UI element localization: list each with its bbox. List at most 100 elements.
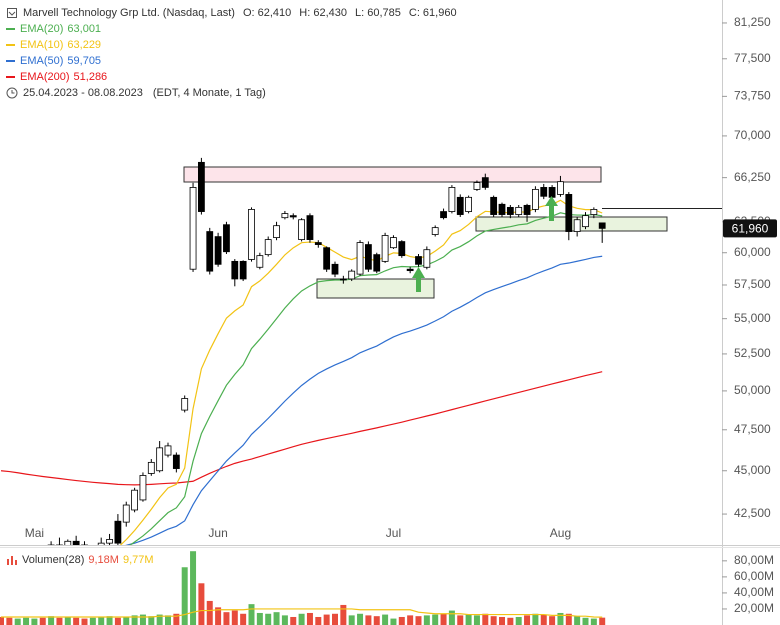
candle-body bbox=[381, 235, 389, 262]
x-tick-label: Aug bbox=[550, 526, 571, 540]
volume-bar bbox=[432, 614, 439, 625]
candle-body bbox=[114, 520, 122, 544]
legend-row: EMA(50) 59,705 bbox=[6, 53, 465, 69]
volume-bar bbox=[148, 616, 155, 625]
candle-body bbox=[6, 570, 12, 580]
quote-value: L: 60,785 bbox=[355, 7, 401, 19]
price-legend: Marvell Technology Grp Ltd. (Nasdaq, Las… bbox=[6, 5, 465, 101]
volume-bar bbox=[223, 612, 230, 625]
candle-body bbox=[406, 268, 414, 272]
volume-bar bbox=[290, 616, 297, 625]
candle-body bbox=[331, 263, 339, 275]
candle-body bbox=[573, 219, 581, 232]
icon bbox=[7, 556, 17, 565]
volume-bar bbox=[457, 615, 464, 625]
legend-swatch bbox=[6, 44, 15, 46]
volume-bar bbox=[565, 613, 572, 625]
volume-bar bbox=[440, 613, 447, 625]
y-tick-label: 73,750 bbox=[734, 89, 771, 103]
legend-label: EMA(200) bbox=[20, 71, 70, 83]
legend-row: 25.04.2023 - 08.08.2023 (EDT, 4 Monate, … bbox=[6, 85, 465, 101]
volume-bar bbox=[473, 615, 480, 625]
volume-bar bbox=[415, 616, 422, 625]
volume-average: 9,77M bbox=[122, 554, 154, 566]
candle-body bbox=[72, 540, 80, 545]
candle-body bbox=[306, 215, 314, 240]
clock-icon bbox=[6, 87, 18, 99]
y-tick-label: 20,00M bbox=[734, 601, 774, 615]
resistance-zone bbox=[183, 166, 602, 183]
volume-bar bbox=[73, 617, 80, 625]
legend-row: EMA(20) 63,001 bbox=[6, 21, 465, 37]
volume-bar bbox=[23, 617, 30, 625]
legend-label: EMA(20) bbox=[20, 23, 64, 35]
legend-value: 51,286 bbox=[73, 71, 108, 83]
legend-row: EMA(200) 51,286 bbox=[6, 69, 465, 85]
candle-body bbox=[423, 249, 431, 268]
volume-bar bbox=[582, 617, 589, 625]
legend-row: Marvell Technology Grp Ltd. (Nasdaq, Las… bbox=[6, 5, 465, 21]
legend-value: 59,705 bbox=[67, 55, 102, 67]
candle-body bbox=[498, 203, 506, 215]
volume-bar bbox=[382, 614, 389, 625]
last-price-label: 61,960 bbox=[732, 222, 769, 236]
volume-bar bbox=[6, 617, 13, 625]
volume-bar bbox=[540, 614, 547, 625]
candle-body bbox=[256, 255, 264, 268]
candle-body bbox=[64, 540, 72, 545]
candle-body bbox=[248, 209, 255, 260]
volume-bar bbox=[273, 612, 280, 625]
candle-body bbox=[590, 209, 598, 215]
legend: EMA(20) 63,001 EMA(10) 63,229 EMA(50) 59,705 E… bbox=[6, 21, 465, 85]
volume-bar bbox=[231, 610, 238, 625]
legend-row: Volumen(28) 9,18M 9,77M bbox=[6, 552, 158, 568]
volume-bar bbox=[348, 615, 355, 625]
candle-body bbox=[106, 539, 113, 544]
volume-bar bbox=[31, 618, 38, 625]
y-tick-label: 77,500 bbox=[734, 51, 771, 65]
candle-body bbox=[206, 231, 214, 272]
volume-bar bbox=[240, 613, 247, 625]
candle-body bbox=[197, 161, 205, 212]
volume-bar bbox=[306, 612, 313, 625]
candle-body bbox=[15, 571, 21, 579]
volume-bar bbox=[248, 604, 255, 625]
candle-body bbox=[131, 489, 139, 511]
volume-bar bbox=[81, 618, 88, 625]
y-tick-label: 60,00M bbox=[734, 569, 774, 583]
candle-body bbox=[440, 211, 447, 219]
candle-body bbox=[281, 213, 289, 219]
candle-body bbox=[456, 196, 464, 215]
volume-bar bbox=[190, 551, 197, 625]
y-tick-label: 50,000 bbox=[734, 383, 771, 397]
ema-line bbox=[129, 212, 603, 545]
volume-bar bbox=[139, 614, 146, 625]
candle-body bbox=[557, 181, 564, 195]
last-price-box bbox=[723, 219, 777, 238]
legend-swatch bbox=[6, 60, 15, 62]
volume-bar bbox=[298, 613, 305, 625]
candle-body bbox=[164, 445, 172, 456]
volume-bar bbox=[340, 604, 347, 625]
legend-row: EMA(10) 63,229 bbox=[6, 37, 465, 53]
y-tick-label: 42,500 bbox=[734, 506, 771, 520]
candle-body bbox=[231, 260, 239, 280]
candle-body bbox=[540, 187, 548, 197]
legend-label: EMA(10) bbox=[20, 39, 64, 51]
y-tick-label: 40,00M bbox=[734, 585, 774, 599]
volume-bar bbox=[315, 616, 322, 625]
volume-title: Volumen(28) bbox=[22, 554, 85, 566]
volume-last: 9,18M bbox=[88, 554, 119, 566]
candle-body bbox=[298, 219, 306, 240]
y-tick-label: 81,250 bbox=[734, 15, 771, 29]
candle-body bbox=[448, 187, 456, 212]
volume-bar bbox=[156, 614, 163, 625]
volume-bar bbox=[423, 615, 430, 625]
candle-body bbox=[465, 196, 473, 212]
volume-bar bbox=[590, 618, 597, 625]
candle-body bbox=[415, 256, 422, 265]
volume-bar bbox=[281, 615, 288, 625]
volume-bar bbox=[173, 613, 180, 625]
arrow bbox=[412, 267, 425, 292]
candle-body bbox=[506, 206, 514, 215]
